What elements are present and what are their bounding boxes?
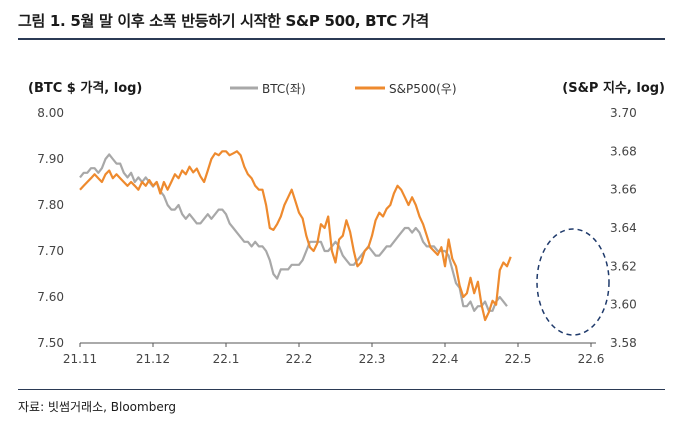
x-tick-label: 22.1 [213,352,240,366]
title-divider [18,38,665,40]
x-tick-label: 22.2 [286,352,313,366]
y-right-tick-label: 3.66 [610,183,637,197]
source-note: 자료: 빗썸거래소, Bloomberg [18,400,177,414]
y-right-tick-label: 3.68 [610,144,637,158]
right-axis-label: (S&P 지수, log) [562,81,665,96]
x-tick-label: 22.5 [505,352,532,366]
x-tick-label: 21.11 [63,352,97,366]
y-left-tick-label: 7.70 [37,244,64,258]
legend-label-btc: BTC(좌) [262,82,306,96]
x-tick-label: 22.6 [578,352,605,366]
legend: BTC(좌) S&P500(우) [230,82,457,96]
footer-divider [18,389,665,390]
y-right-tick-label: 3.64 [610,221,637,235]
chart-title: 그림 1. 5월 말 이후 소폭 반등하기 시작한 S&P 500, BTC 가… [18,12,429,30]
y-right-tick-label: 3.62 [610,259,637,273]
btc-series-line [79,153,508,312]
y-right-tick-label: 3.60 [610,298,637,312]
x-tick-label: 22.4 [432,352,459,366]
y-left-tick-label: 7.60 [37,290,64,304]
y-right-tick-label: 3.70 [610,106,637,120]
y-left-tick-label: 7.50 [37,336,64,350]
left-axis-label: (BTC $ 가격, log) [28,81,142,96]
y-right-tick-label: 3.58 [610,336,637,350]
line-chart: (BTC $ 가격, log) (S&P 지수, log) BTC(좌) S&P… [28,81,665,366]
x-tick-label: 22.3 [359,352,386,366]
y-left-tick-label: 8.00 [37,106,64,120]
y-left-tick-label: 7.80 [37,198,64,212]
x-tick-label: 21.12 [136,352,170,366]
legend-label-sp500: S&P500(우) [389,82,457,96]
sp500-series-line [79,150,512,322]
y-left-tick-label: 7.90 [37,152,64,166]
highlight-ellipse [536,228,610,336]
